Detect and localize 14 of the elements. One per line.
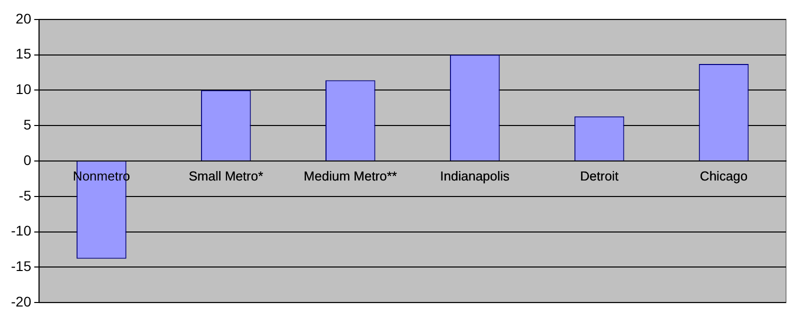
x-tick-label: Chicago	[700, 168, 748, 184]
y-tick-label: 0	[23, 152, 32, 168]
y-tick-label: 15	[16, 46, 32, 62]
y-tick-label: -5	[18, 187, 32, 204]
y-tick-label: 5	[23, 116, 32, 132]
y-tick-label: -15	[11, 258, 32, 274]
y-tick-label: -20	[11, 293, 32, 310]
y-tick-label: 10	[16, 81, 32, 98]
y-tick-label: -10	[11, 222, 32, 239]
y-tick-label: 20	[16, 10, 32, 26]
x-tick-label: Small Metro*	[188, 168, 264, 184]
x-tick-label: Medium Metro**	[304, 168, 397, 184]
x-tick-label: Indianapolis	[440, 168, 510, 184]
x-tick-label: Detroit	[580, 168, 619, 184]
